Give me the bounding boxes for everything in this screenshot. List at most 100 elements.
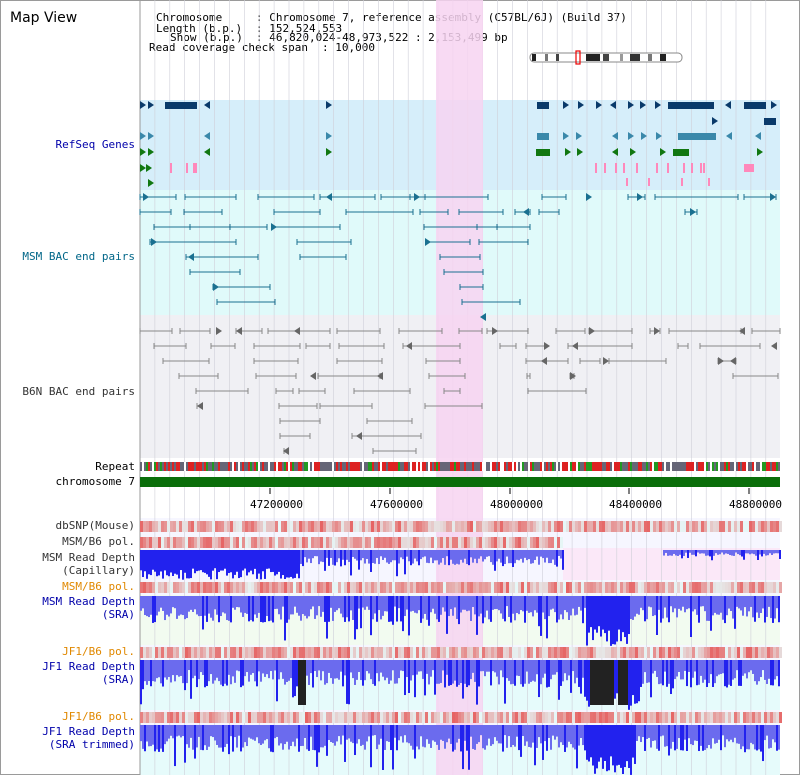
read-depth-bar (146, 725, 148, 742)
read-depth-bar (378, 550, 380, 565)
read-depth-bar (256, 550, 258, 579)
pol-heat-cell (224, 582, 227, 593)
repeat-segment (722, 462, 724, 471)
pol-heat-cell (317, 647, 320, 658)
read-depth-bar (574, 596, 576, 616)
pol-heat-cell (680, 582, 683, 593)
pol-heat-cell (644, 521, 647, 532)
pol-heat-cell (509, 582, 512, 593)
read-depth-bar (642, 725, 644, 738)
pol-heat-cell (362, 537, 365, 548)
pol-heat-cell (311, 712, 314, 723)
pol-heat-cell (539, 712, 542, 723)
read-depth-bar (576, 596, 578, 615)
pol-heat-cell (161, 537, 164, 548)
pol-heat-cell (716, 582, 719, 593)
read-depth-bar (676, 725, 678, 749)
pol-heat-cell (674, 647, 677, 658)
pol-heat-cell (347, 521, 350, 532)
gene-arrow (755, 132, 761, 140)
pol-heat-cell (653, 582, 656, 593)
repeat-segment (330, 462, 332, 471)
read-depth-bar (454, 660, 456, 681)
read-depth-bar (722, 596, 724, 620)
read-depth-bar (394, 725, 396, 738)
pol-heat-cell (632, 712, 635, 723)
pol-heat-cell (332, 537, 335, 548)
pol-heat-cell (398, 537, 401, 548)
read-depth-bar (662, 725, 664, 736)
pol-heat-cell (257, 537, 260, 548)
read-depth-bar (488, 550, 490, 557)
pol-heat-cell (479, 647, 482, 658)
read-depth-bar (646, 725, 648, 739)
read-depth-bar (382, 596, 384, 616)
refseq-track-label[interactable]: RefSeq Genes (55, 138, 135, 151)
read-depth-bar (727, 550, 729, 554)
read-depth-bar (330, 550, 332, 558)
pol-heat-cell (386, 537, 389, 548)
read-depth-bar (274, 550, 276, 576)
read-depth-bar (238, 550, 240, 579)
repeat-segment (726, 462, 728, 471)
read-depth-bar (568, 596, 570, 620)
read-depth-bar (288, 660, 290, 681)
b6n-bac-track-label[interactable]: B6N BAC end pairs (22, 385, 135, 398)
read-depth-bar (498, 725, 500, 744)
pol-heat-cell (539, 537, 542, 548)
pol-heat-cell (422, 582, 425, 593)
read-depth-bar (368, 660, 370, 674)
read-depth-bar (268, 660, 270, 679)
pol-heat-cell (590, 647, 593, 658)
gene-arrow (356, 432, 362, 440)
read-depth-bar (742, 596, 744, 616)
pol-heat-cell (326, 537, 329, 548)
read-depth-bar (144, 596, 146, 616)
pol-heat-cell (407, 521, 410, 532)
read-depth-bar (778, 725, 780, 750)
gene-pink-mark (708, 178, 710, 186)
read-depth-bar (246, 660, 248, 673)
pol-heat-cell (419, 712, 422, 723)
pol-heat-cell (281, 582, 284, 593)
read-depth-bar (220, 725, 222, 748)
repeat-segment (448, 462, 450, 471)
read-depth-bar (498, 550, 500, 559)
pol-heat-cell (293, 537, 296, 548)
chromosome-ideogram[interactable] (529, 50, 683, 65)
msm-bac-track-label[interactable]: MSM BAC end pairs (22, 250, 135, 263)
pol-heat-cell (695, 582, 698, 593)
read-depth-bar (743, 550, 745, 560)
gene-arrow (628, 132, 634, 140)
read-depth-bar (578, 725, 580, 746)
read-depth-bar (702, 596, 704, 607)
read-depth-bar (564, 596, 566, 611)
pol-heat-cell (257, 582, 260, 593)
read-depth-bar (548, 660, 550, 687)
read-depth-bar (514, 660, 516, 686)
read-depth-bar (584, 660, 586, 697)
dbsnp-track-label: dbSNP(Mouse) (55, 519, 135, 532)
read-depth-bar (366, 660, 368, 672)
pol-heat-cell (515, 647, 518, 658)
read-depth-bar (628, 725, 630, 769)
pol-heat-cell (221, 521, 224, 532)
read-depth-bar (316, 660, 318, 678)
read-depth-bar (440, 550, 442, 563)
read-depth-bar (468, 660, 470, 686)
read-depth-bar (580, 596, 582, 611)
read-depth-bar (396, 596, 398, 622)
pol-heat-cell (752, 712, 755, 723)
read-depth-bar (308, 725, 310, 751)
repeat-segment (232, 462, 234, 471)
read-depth-bar (362, 660, 364, 686)
read-depth-bar (448, 660, 450, 686)
pol-heat-cell (329, 647, 332, 658)
read-depth-bar (544, 550, 546, 563)
read-depth-bar (318, 725, 320, 753)
read-depth-bar (714, 596, 716, 613)
pol-heat-cell (203, 582, 206, 593)
read-depth-bar (594, 725, 596, 774)
read-depth-bar (756, 660, 758, 685)
